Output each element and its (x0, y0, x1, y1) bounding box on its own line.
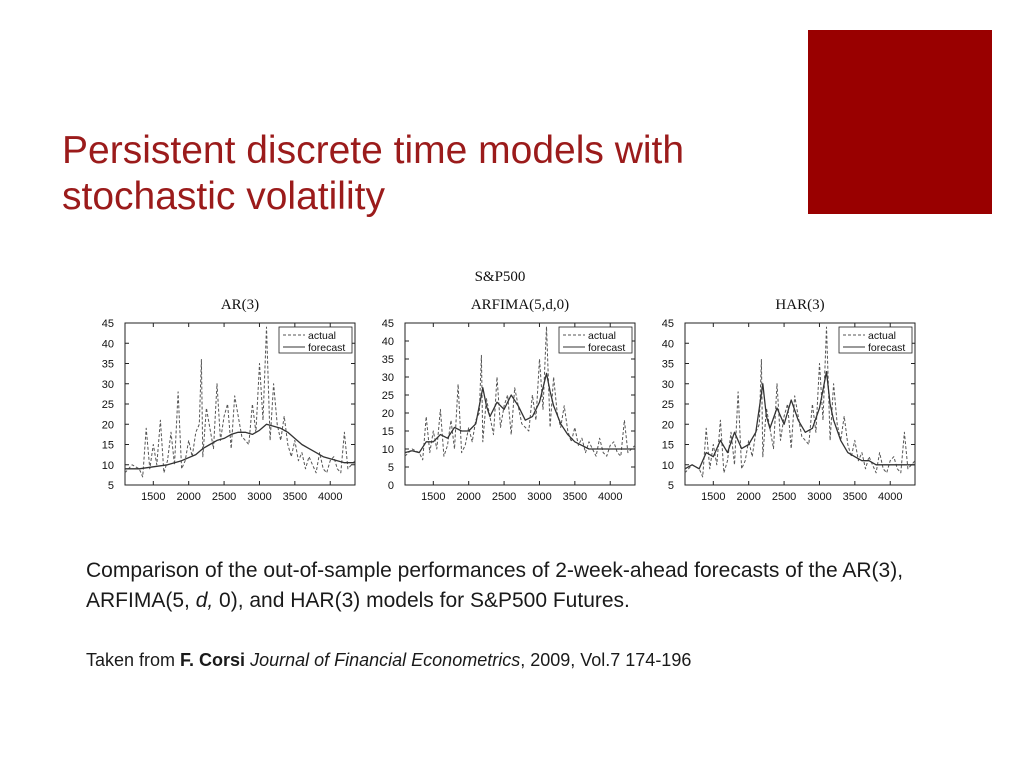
x-tick-label: 3500 (283, 491, 307, 503)
source-journal: Journal of Financial Econometrics (250, 650, 521, 670)
y-tick-label: 10 (382, 444, 394, 456)
chart-title: ARFIMA(5,d,0) (471, 297, 569, 313)
series-line-forecast (125, 423, 355, 470)
slide-title-line-1: Persistent discrete time models with (62, 129, 685, 172)
x-tick-label: 4000 (598, 491, 622, 503)
y-tick-label: 5 (388, 462, 394, 474)
y-tick-label: 35 (102, 359, 114, 371)
legend-label-actual: actual (868, 330, 896, 342)
y-tick-label: 5 (108, 480, 114, 492)
slide-title: Persistent discrete time models with sto… (62, 128, 802, 220)
series-line-actual (404, 326, 636, 461)
x-tick-label: 2500 (492, 491, 516, 503)
chart-har3: HAR(3) 5 10 15 20 25 30 35 40 45 1500 2000 2500 3000 3… (655, 290, 937, 510)
y-tick-label: 45 (382, 318, 394, 330)
y-tick-label: 40 (382, 336, 394, 348)
caption-text-a: Comparison of the out-of-sample performa… (86, 559, 904, 612)
chart-title: AR(3) (221, 297, 259, 313)
x-tick-label: 1500 (421, 491, 445, 503)
x-tick-label: 1500 (701, 491, 725, 503)
source-citation: Taken from F. Corsi Journal of Financial… (86, 647, 946, 673)
slide-title-line-2: stochastic volatility (62, 175, 385, 218)
y-tick-label: 10 (662, 460, 674, 472)
y-tick-label: 10 (102, 460, 114, 472)
x-tick-label: 3000 (247, 491, 271, 503)
chart-arfima: ARFIMA(5,d,0) 0 5 10 15 20 25 30 35 40 45 1500 2000 2… (375, 290, 657, 510)
chart-svg: ARFIMA(5,d,0) 0 5 10 15 20 25 30 35 40 45 1500 2000 2… (382, 297, 636, 503)
x-tick-label: 1500 (141, 491, 165, 503)
y-tick-label: 30 (662, 379, 674, 391)
legend-box (558, 326, 633, 354)
y-tick-label: 20 (382, 408, 394, 420)
source-author: F. Corsi (180, 650, 246, 670)
legend-label-forecast: forecast (308, 342, 345, 354)
y-tick-label: 45 (102, 318, 114, 330)
y-tick-label: 25 (382, 390, 394, 402)
caption-text-b: 0), and HAR(3) models for S&P500 Futures… (213, 589, 630, 612)
y-tick-label: 45 (662, 318, 674, 330)
accent-box (808, 30, 992, 214)
y-tick-label: 5 (668, 480, 674, 492)
legend-label-forecast: forecast (868, 342, 905, 354)
x-tick-label: 2000 (736, 491, 760, 503)
series-line-actual (124, 326, 356, 478)
legend-label-actual: actual (588, 330, 616, 342)
x-tick-label: 3000 (807, 491, 831, 503)
x-tick-label: 3500 (563, 491, 587, 503)
x-tick-label: 4000 (878, 491, 902, 503)
source-suffix: , 2009, Vol.7 174-196 (520, 650, 692, 670)
chart-svg: HAR(3) 5 10 15 20 25 30 35 40 45 1500 2000 2500 3000 3… (662, 297, 916, 503)
chart-title: HAR(3) (775, 297, 824, 313)
series-line-forecast (684, 370, 915, 470)
caption-d-symbol: d, (195, 589, 214, 612)
y-tick-label: 20 (662, 419, 674, 431)
legend-label-forecast: forecast (588, 342, 625, 354)
figure-title: S&P500 (474, 269, 526, 285)
y-tick-label: 40 (662, 338, 674, 350)
figure-caption: Comparison of the out-of-sample performa… (86, 556, 926, 616)
y-tick-label: 15 (662, 440, 674, 452)
x-tick-label: 3000 (527, 491, 551, 503)
y-tick-label: 25 (102, 399, 114, 411)
y-tick-label: 15 (382, 426, 394, 438)
chart-svg: AR(3) 5 10 15 20 25 30 35 40 45 1500 2000 2500 3000 35… (102, 297, 356, 503)
y-tick-label: 30 (382, 372, 394, 384)
series-line-actual (684, 326, 916, 478)
x-tick-label: 2000 (456, 491, 480, 503)
legend-box (838, 326, 913, 354)
x-tick-label: 3500 (843, 491, 867, 503)
chart-ar3: AR(3) 5 10 15 20 25 30 35 40 45 1500 2000 2500 3000 35… (95, 290, 377, 510)
y-tick-label: 35 (382, 354, 394, 366)
y-tick-label: 40 (102, 338, 114, 350)
series-line-forecast (404, 372, 635, 454)
legend-label-actual: actual (308, 330, 336, 342)
y-tick-label: 15 (102, 440, 114, 452)
y-tick-label: 30 (102, 379, 114, 391)
y-tick-label: 0 (388, 480, 394, 492)
x-tick-label: 2500 (772, 491, 796, 503)
x-tick-label: 2000 (176, 491, 200, 503)
y-tick-label: 25 (662, 399, 674, 411)
y-tick-label: 35 (662, 359, 674, 371)
x-tick-label: 4000 (318, 491, 342, 503)
y-tick-label: 20 (102, 419, 114, 431)
legend-box (278, 326, 353, 354)
x-tick-label: 2500 (212, 491, 236, 503)
source-prefix: Taken from (86, 650, 181, 670)
